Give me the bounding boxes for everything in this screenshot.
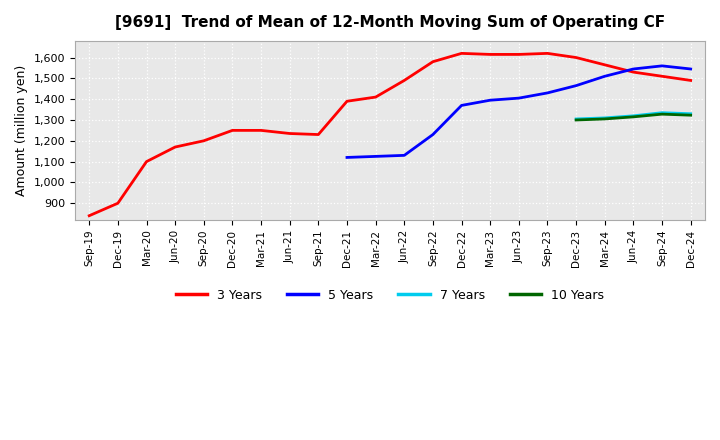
Title: [9691]  Trend of Mean of 12-Month Moving Sum of Operating CF: [9691] Trend of Mean of 12-Month Moving … [115,15,665,30]
Legend: 3 Years, 5 Years, 7 Years, 10 Years: 3 Years, 5 Years, 7 Years, 10 Years [171,284,609,307]
Y-axis label: Amount (million yen): Amount (million yen) [15,65,28,196]
